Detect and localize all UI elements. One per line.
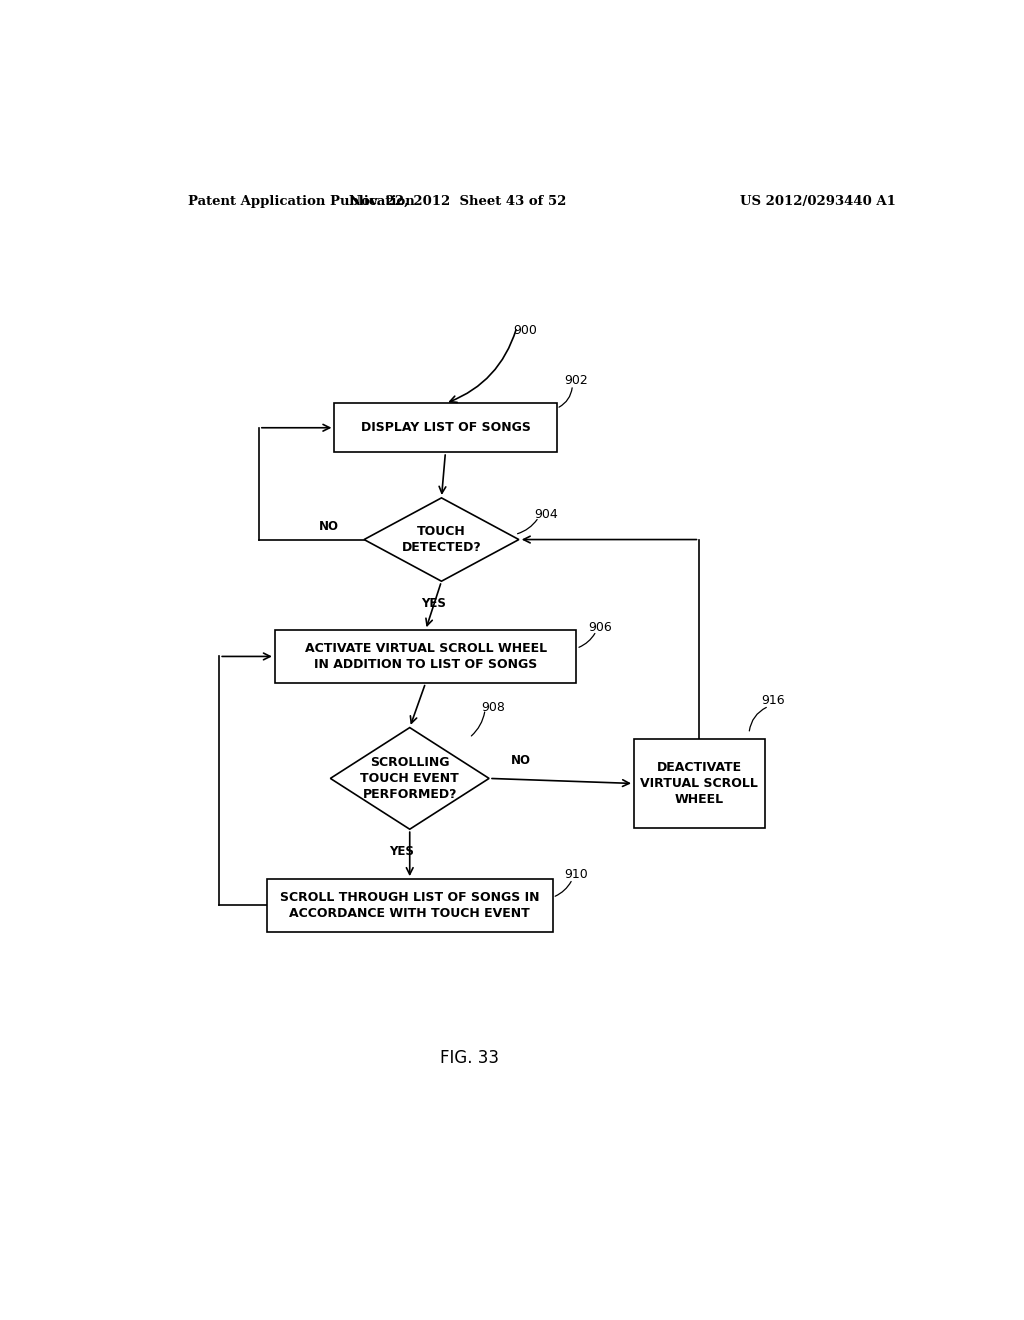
- Polygon shape: [365, 498, 519, 581]
- Text: NO: NO: [511, 754, 530, 767]
- Text: DEACTIVATE
VIRTUAL SCROLL
WHEEL: DEACTIVATE VIRTUAL SCROLL WHEEL: [640, 762, 759, 807]
- Text: 906: 906: [588, 622, 612, 635]
- Text: SCROLLING
TOUCH EVENT
PERFORMED?: SCROLLING TOUCH EVENT PERFORMED?: [360, 756, 459, 801]
- Bar: [274, 630, 577, 682]
- Text: ACTIVATE VIRTUAL SCROLL WHEEL
IN ADDITION TO LIST OF SONGS: ACTIVATE VIRTUAL SCROLL WHEEL IN ADDITIO…: [304, 642, 547, 671]
- Text: 916: 916: [761, 693, 784, 706]
- Bar: [634, 739, 765, 828]
- Text: DISPLAY LIST OF SONGS: DISPLAY LIST OF SONGS: [360, 421, 530, 434]
- Text: YES: YES: [389, 845, 415, 858]
- Text: Patent Application Publication: Patent Application Publication: [187, 194, 415, 207]
- Text: TOUCH
DETECTED?: TOUCH DETECTED?: [401, 525, 481, 554]
- Text: SCROLL THROUGH LIST OF SONGS IN
ACCORDANCE WITH TOUCH EVENT: SCROLL THROUGH LIST OF SONGS IN ACCORDAN…: [280, 891, 540, 920]
- Text: US 2012/0293440 A1: US 2012/0293440 A1: [740, 194, 896, 207]
- Text: 900: 900: [513, 323, 537, 337]
- Text: FIG. 33: FIG. 33: [439, 1049, 499, 1067]
- Text: 902: 902: [564, 375, 588, 388]
- Text: Nov. 22, 2012  Sheet 43 of 52: Nov. 22, 2012 Sheet 43 of 52: [348, 194, 566, 207]
- Bar: [267, 879, 553, 932]
- Text: 904: 904: [535, 508, 558, 520]
- Text: YES: YES: [421, 597, 446, 610]
- Text: NO: NO: [318, 520, 338, 533]
- Text: 908: 908: [481, 701, 505, 714]
- Bar: [334, 404, 557, 453]
- Polygon shape: [331, 727, 489, 829]
- Text: 910: 910: [564, 869, 588, 882]
